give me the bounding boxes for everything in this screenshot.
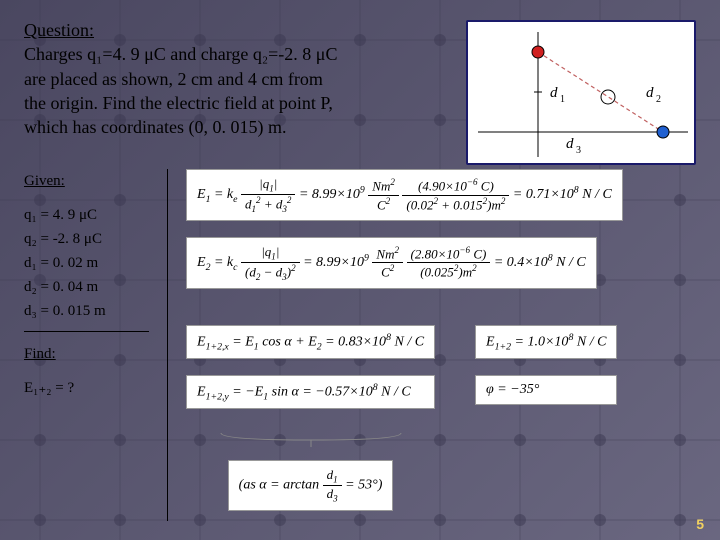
given-header: Given:	[24, 169, 149, 193]
given-column: Given: q₁ = 4. 9 μC q₂ = -2. 8 μC d₁ = 0…	[24, 169, 149, 400]
question-block: Question: Charges q₁=4. 9 μC and charge …	[24, 18, 444, 139]
given-line: q₁ = 4. 9 μC	[24, 203, 149, 227]
formula-alpha: (as α = arctan d1d3 = 53°)	[228, 460, 394, 510]
vertical-divider	[167, 169, 168, 520]
formula-e1: E1 = ke |q1|d12 + d32 = 8.99×109 Nm2C2 (…	[186, 169, 623, 221]
question-title: Question:	[24, 18, 444, 42]
given-line: q₂ = -2. 8 μC	[24, 227, 149, 251]
slide-number: 5	[696, 516, 704, 532]
svg-text:d: d	[646, 85, 654, 101]
svg-text:d: d	[566, 136, 574, 152]
svg-text:3: 3	[576, 145, 581, 156]
formula-ex: E1+2,x = E1 cos α + E2 = 0.83×108 N / C	[186, 325, 435, 359]
find-line: E₁₊₂ = ?	[24, 376, 149, 400]
formula-magnitude: E1+2 = 1.0×108 N / C	[475, 325, 617, 359]
question-line: Charges q₁=4. 9 μC and charge q₂=-2. 8 μ…	[24, 42, 444, 66]
given-line: d₂ = 0. 04 m	[24, 275, 149, 299]
question-line: which has coordinates (0, 0. 015) m.	[24, 115, 444, 139]
formula-phi: φ = −35°	[475, 375, 617, 405]
given-line: d₁ = 0. 02 m	[24, 251, 149, 275]
diagram-box: d1 d2 d3	[466, 20, 696, 165]
svg-text:1: 1	[560, 94, 565, 105]
svg-text:2: 2	[656, 94, 661, 105]
formula-e2: E2 = kc |q1|(d2 − d3)2 = 8.99×109 Nm2C2 …	[186, 237, 597, 289]
svg-text:d: d	[550, 85, 558, 101]
question-line: are placed as shown, 2 cm and 4 cm from	[24, 67, 444, 91]
find-header: Find:	[24, 342, 149, 366]
brace-icon	[211, 431, 411, 449]
diagram-svg: d1 d2 d3	[468, 22, 694, 163]
question-line: the origin. Find the electric field at p…	[24, 91, 444, 115]
formula-ey: E1+2,y = −E1 sin α = −0.57×108 N / C	[186, 375, 435, 409]
formulas-column: E1 = ke |q1|d12 + d32 = 8.99×109 Nm2C2 (…	[186, 169, 696, 520]
given-line: d₃ = 0. 015 m	[24, 299, 149, 323]
